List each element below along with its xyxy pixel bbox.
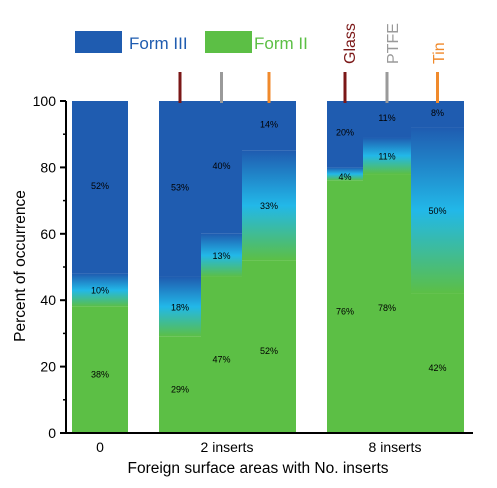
- y-tick-label: 0: [48, 425, 56, 441]
- data-label-form-ii: 29%: [171, 384, 189, 394]
- legend-item: Form III: [75, 31, 188, 53]
- bar-segment-mixed: [72, 273, 128, 307]
- y-tick-label: 20: [40, 359, 56, 375]
- bar-5: 76% 4% 20%: [327, 101, 363, 433]
- legend-swatch: [75, 31, 122, 53]
- bar-1: 38% 10% 52%: [72, 101, 128, 433]
- bar-segment-form-ii: [327, 180, 363, 433]
- material-label-tin: Tin: [431, 42, 448, 64]
- bar-segment-form-iii: [201, 101, 242, 234]
- data-label-form-iii: 20%: [336, 128, 354, 138]
- data-label-form-ii: 78%: [378, 303, 396, 313]
- legend-label: Form III: [129, 34, 188, 53]
- data-label-form-iii: 8%: [431, 108, 444, 118]
- bar-segment-form-iii: [72, 101, 128, 274]
- material-label-ptfe: PTFE: [385, 23, 402, 64]
- data-label-mixed: 11%: [378, 151, 395, 161]
- bar-segment-form-ii: [72, 306, 128, 433]
- bar-7: 42% 50% 8%: [411, 101, 464, 433]
- legend-item: Form II: [205, 31, 308, 53]
- bar-4: 52% 33% 14%: [242, 101, 296, 433]
- bar-segment-form-ii: [411, 293, 464, 433]
- data-label-mixed: 50%: [428, 206, 446, 216]
- bar-segment-form-iii: [327, 101, 363, 168]
- bar-segment-mixed: [242, 150, 296, 261]
- material-label-glass: Glass: [342, 23, 359, 64]
- material-markers: Glass PTFE Tin: [178, 23, 448, 103]
- bar-segment-form-ii: [201, 276, 242, 433]
- data-label-form-ii: 52%: [260, 346, 278, 356]
- y-tick-label: 100: [33, 93, 57, 109]
- data-label-form-ii: 38%: [91, 369, 109, 379]
- data-label-mixed: 33%: [260, 201, 278, 211]
- bar-segment-form-iii: [411, 101, 464, 128]
- legend-swatch: [205, 31, 252, 53]
- bar-segment-form-iii: [159, 101, 201, 277]
- bar-segment-form-ii: [363, 174, 411, 434]
- bar-segment-form-ii: [242, 260, 296, 433]
- data-label-form-ii: 76%: [336, 306, 354, 316]
- data-label-mixed: 10%: [91, 286, 109, 296]
- y-tick-label: 40: [40, 292, 56, 308]
- data-label-mixed: 4%: [338, 172, 351, 182]
- data-label-form-iii: 40%: [212, 161, 230, 171]
- y-tick-label: 80: [40, 159, 56, 175]
- legend-label: Form II: [254, 34, 308, 53]
- x-tick-label: 2 inserts: [201, 439, 254, 455]
- bar-2: 29% 18% 53%: [159, 101, 201, 433]
- data-label-form-iii: 53%: [171, 182, 189, 192]
- bar-6: 78% 11% 11%: [363, 101, 411, 434]
- data-label-form-iii: 52%: [91, 181, 109, 191]
- data-label-mixed: 18%: [171, 302, 189, 312]
- data-label-form-iii: 14%: [260, 119, 278, 129]
- bar-segment-mixed: [363, 137, 411, 175]
- bar-segment-form-iii: [242, 101, 296, 151]
- bar-3: 47% 13% 40%: [201, 101, 242, 433]
- x-axis-label: Foreign surface areas with No. inserts: [127, 460, 388, 477]
- x-tick-label: 0: [96, 439, 104, 455]
- data-label-form-ii: 42%: [428, 363, 446, 373]
- data-label-form-iii: 11%: [378, 113, 395, 123]
- data-label-mixed: 13%: [212, 251, 230, 261]
- bar-segment-form-iii: [363, 101, 411, 138]
- axes-layer: 0 20 40 60 80 100 0 2 inserts 8 inserts: [33, 93, 473, 455]
- bar-segment-mixed: [159, 276, 201, 337]
- bar-segment-form-ii: [159, 336, 201, 433]
- x-tick-label: 8 inserts: [369, 439, 422, 455]
- legend: Form III Form II: [75, 31, 308, 53]
- bar-segment-mixed: [201, 233, 242, 277]
- bar-segment-mixed: [411, 127, 464, 294]
- data-label-form-ii: 47%: [212, 354, 230, 364]
- bars-layer: 38% 10% 52% 29% 18% 53% 47% 13% 40% 52% 33% 14% 76% 4…: [72, 101, 464, 434]
- y-tick-label: 60: [40, 226, 56, 242]
- y-axis-label: Percent of occurrence: [12, 190, 29, 342]
- bar-segment-mixed: [327, 167, 363, 181]
